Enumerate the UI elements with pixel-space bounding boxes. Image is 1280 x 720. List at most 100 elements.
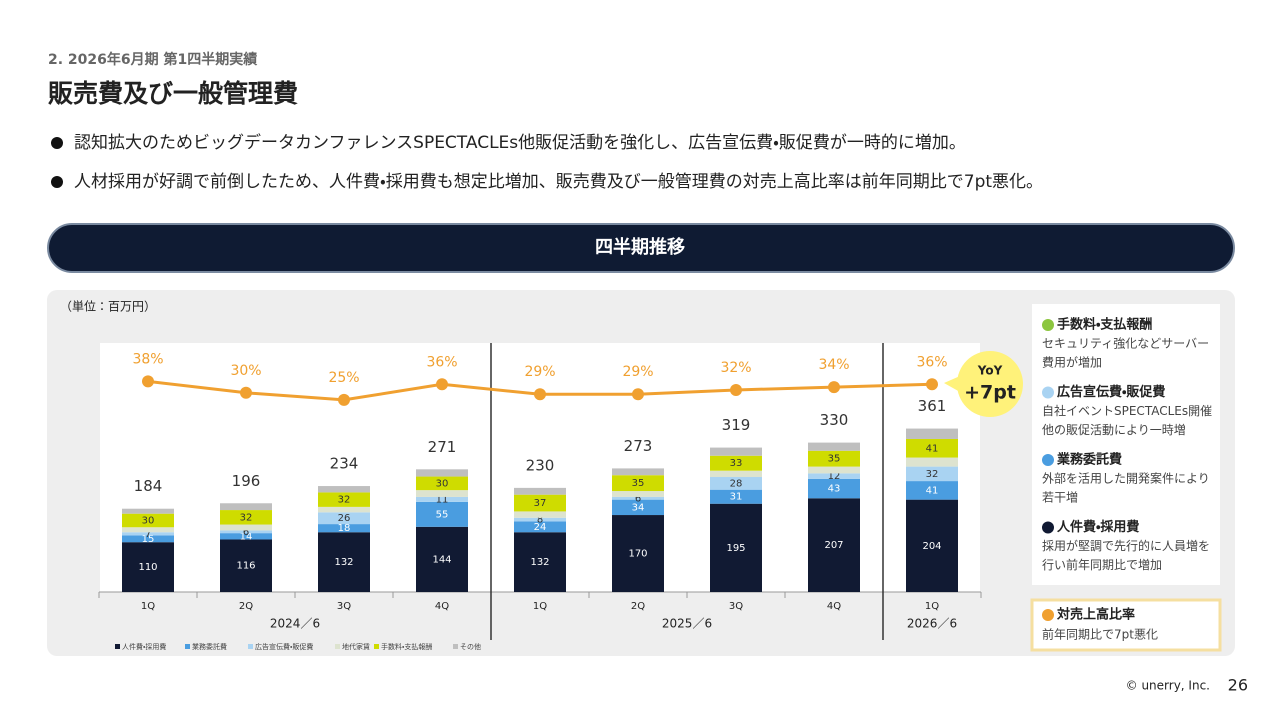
segment-label: 41 [926, 443, 939, 454]
segment-label: 11 [436, 494, 449, 505]
banner [47, 223, 1235, 273]
bar-segment [318, 512, 370, 525]
bar-segment [710, 447, 762, 456]
bar-segment [122, 535, 174, 543]
bar-segment [612, 468, 664, 476]
unit-label: （単位：百万円） [60, 300, 156, 314]
bullet-text: 認知拡大のためビッグデータカンファレンスSPECTACLEs他販促活動を強化し、… [74, 132, 966, 153]
bar-segment [906, 457, 958, 467]
legend-label: 手数料・支払報酬 [381, 642, 432, 651]
ratio-label: 36% [426, 354, 457, 370]
note-dot [1042, 521, 1054, 534]
segment-label: 37 [534, 498, 547, 509]
bullet-dot [51, 176, 63, 188]
segment-label: 28 [730, 478, 743, 489]
bar-segment [220, 530, 272, 534]
bar-segment [906, 481, 958, 500]
bar-segment [906, 438, 958, 458]
bar-segment [318, 506, 370, 513]
legend-label: 地代家賃 [342, 642, 370, 651]
copyright: © unerry, Inc. [1126, 679, 1210, 693]
legend-swatch [453, 644, 458, 649]
x-tick-label: 1Q [925, 601, 939, 612]
bar-segment [514, 521, 566, 533]
bar-segment [612, 491, 664, 497]
note-dot [1042, 454, 1054, 466]
segment-label: 14 [240, 531, 253, 542]
bar-segment [808, 450, 860, 467]
note-text: 前年同期比で7pt悪化 [1042, 627, 1158, 642]
bar-segment [612, 499, 664, 516]
group-label: 2025／6 [662, 617, 712, 631]
ratio-label: 32% [720, 360, 751, 376]
segment-label: 30 [142, 515, 155, 526]
bar-segment [220, 539, 272, 592]
segment-label: 55 [436, 509, 449, 520]
bar-segment [416, 496, 468, 502]
note-title: 対売上高比率 [1056, 607, 1135, 623]
bar-segment [710, 477, 762, 490]
legend-swatch [374, 644, 379, 649]
x-tick-label: 1Q [141, 601, 155, 612]
ratio-point [632, 388, 644, 401]
note-dot [1042, 609, 1054, 621]
ratio-label: 34% [818, 357, 849, 373]
segment-label: 15 [142, 534, 155, 545]
banner-text: 四半期推移 [595, 236, 685, 258]
ratio-point [436, 378, 448, 391]
note-text: 若干増 [1042, 491, 1078, 505]
bar-segment [122, 527, 174, 533]
segment-label: 24 [534, 522, 547, 533]
ratio-note-box [1030, 598, 1222, 652]
segment-label: 132 [334, 557, 353, 568]
note-text: 他の販促活動により一時増 [1042, 423, 1186, 437]
segment-label: 31 [730, 492, 743, 503]
legend-swatch [115, 644, 120, 649]
slide-title: 販売費及び一般管理費 [48, 79, 298, 108]
x-tick-label: 2Q [631, 601, 645, 612]
ratio-label: 29% [524, 364, 555, 380]
segment-label: 32 [338, 495, 351, 506]
callout-value: +7pt [964, 382, 1016, 404]
total-label: 361 [918, 397, 947, 415]
note-title: 広告宣伝費・販促費 [1057, 384, 1165, 400]
bar-segment [220, 503, 272, 511]
note-title: 業務委託費 [1056, 452, 1122, 468]
bar-segment [710, 489, 762, 504]
x-tick-label: 1Q [533, 601, 547, 612]
segment-label: 204 [922, 541, 941, 552]
bar-segment [612, 515, 664, 592]
segment-label: 32 [240, 512, 253, 523]
legend-swatch [335, 644, 340, 649]
bar-segment [416, 490, 468, 497]
legend-swatch [185, 644, 190, 649]
segment-label: 207 [824, 540, 843, 551]
segment-label: 110 [138, 562, 157, 573]
bar-segment [906, 466, 958, 482]
segment-label: 116 [236, 561, 255, 572]
note-text: 費用が増加 [1042, 355, 1102, 370]
legend-label: 広告宣伝費・販促費 [255, 642, 313, 651]
segment-label: 33 [730, 458, 743, 469]
segment-label: 35 [632, 478, 645, 489]
bar-segment [416, 469, 468, 477]
total-label: 184 [134, 477, 163, 495]
segment-label: 18 [338, 523, 351, 534]
bullet-text: 人材採用が好調で前倒したため、人件費・採用費も想定比増加、販売費及び一般管理費の… [74, 172, 1043, 192]
x-tick-label: 4Q [827, 601, 841, 612]
bar-segment [612, 475, 664, 492]
ratio-point [338, 393, 350, 406]
bar-segment [318, 532, 370, 592]
segment-label: 43 [828, 484, 841, 495]
ratio-label: 30% [230, 363, 261, 379]
bar-segment [514, 517, 566, 522]
legend-swatch [248, 644, 253, 649]
ratio-label: 38% [132, 351, 163, 367]
total-label: 273 [624, 437, 653, 455]
group-label: 2024／6 [270, 617, 320, 631]
callout-bubble [957, 351, 1023, 417]
callout-title: YoY [977, 364, 1003, 378]
legend-label: 業務委託費 [192, 642, 227, 651]
total-label: 230 [526, 456, 555, 474]
